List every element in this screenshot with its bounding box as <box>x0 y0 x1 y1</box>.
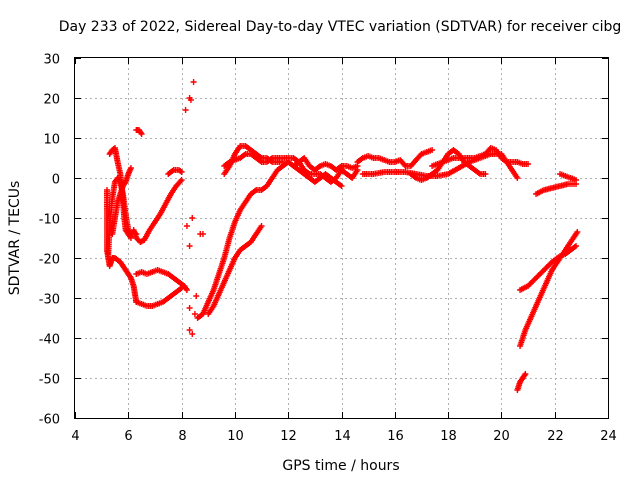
y-axis-label: SDTVAR / TECUs <box>7 181 23 296</box>
y-tick-label: 20 <box>43 93 60 108</box>
plot-area <box>103 79 581 393</box>
data-point <box>258 223 265 229</box>
x-tick-label: 12 <box>280 429 297 444</box>
data-point <box>573 243 580 249</box>
data-point <box>574 229 581 235</box>
series-arc-l <box>205 223 265 317</box>
x-tick-label: 24 <box>600 429 617 444</box>
data-point <box>482 171 489 177</box>
data-point <box>573 177 580 183</box>
series-arc-k <box>194 159 345 321</box>
y-tick-label: -40 <box>39 333 60 348</box>
data-point <box>182 107 189 113</box>
series-arc-n <box>221 151 361 185</box>
data-point <box>187 97 194 103</box>
data-point <box>401 161 408 168</box>
series-arc-x <box>514 371 529 393</box>
series-arc-c <box>105 175 140 257</box>
series-arc-i <box>133 285 185 309</box>
x-tick-label: 14 <box>334 429 351 444</box>
data-point <box>186 305 193 311</box>
series-arc-u <box>557 171 580 183</box>
data-point <box>429 147 436 153</box>
data-point <box>189 215 196 221</box>
y-tick-label: -60 <box>39 413 60 428</box>
x-tick-label: 20 <box>493 429 510 444</box>
series-arc-f <box>165 167 185 177</box>
series-arc-g <box>133 127 145 137</box>
data-point <box>178 285 185 291</box>
x-tick-label: 6 <box>124 429 132 444</box>
series-arc-p <box>354 147 436 169</box>
data-point <box>183 223 190 229</box>
x-tick-label: 4 <box>71 429 79 444</box>
data-point <box>186 327 193 333</box>
data-point <box>191 311 198 317</box>
chart-title: Day 233 of 2022, Sidereal Day-to-day VTE… <box>59 19 622 35</box>
axis-ticks: 4 6 8 10 12 14 16 18 20 22 24 30 20 10 0 -10 -20 -30 -40 -5… <box>39 53 617 445</box>
plot-frame <box>74 57 609 419</box>
data-point <box>190 79 197 85</box>
x-tick-label: 8 <box>178 429 186 444</box>
y-tick-label: -10 <box>39 213 60 228</box>
data-point <box>186 243 193 249</box>
x-tick-label: 16 <box>387 429 404 444</box>
x-axis-label: GPS time / hours <box>282 458 399 474</box>
series-scatter-j <box>182 79 206 337</box>
y-tick-label: -30 <box>39 293 60 308</box>
series-arc-d <box>109 165 134 237</box>
y-tick-label: 30 <box>43 53 60 68</box>
x-tick-label: 22 <box>547 429 564 444</box>
x-tick-label: 18 <box>440 429 457 444</box>
series-arc-s <box>429 145 532 169</box>
data-point <box>514 175 521 181</box>
series-arc-o <box>290 155 361 173</box>
x-tick-label: 10 <box>227 429 244 444</box>
data-point <box>178 177 185 183</box>
data-point <box>178 169 185 175</box>
y-tick-label: 10 <box>43 133 60 148</box>
y-tick-label: -20 <box>39 253 60 268</box>
data-point <box>525 161 532 167</box>
data-point <box>199 231 206 237</box>
y-tick-label: -50 <box>39 373 60 388</box>
data-point <box>127 165 134 171</box>
data-point <box>183 287 190 293</box>
data-point <box>189 331 196 337</box>
data-point <box>193 293 200 299</box>
data-point <box>138 131 145 137</box>
data-point <box>522 371 529 377</box>
series-arc-w <box>517 229 581 349</box>
grid-lines <box>75 58 608 418</box>
data-point <box>177 178 184 185</box>
series-arc-e <box>130 177 185 245</box>
y-tick-label: 0 <box>52 173 60 188</box>
series-arc-t <box>533 181 580 197</box>
data-point <box>338 183 345 189</box>
